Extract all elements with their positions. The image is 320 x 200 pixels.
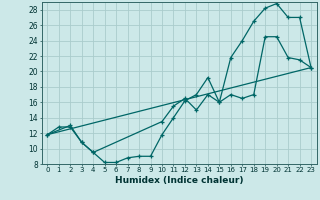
X-axis label: Humidex (Indice chaleur): Humidex (Indice chaleur)	[115, 176, 244, 185]
